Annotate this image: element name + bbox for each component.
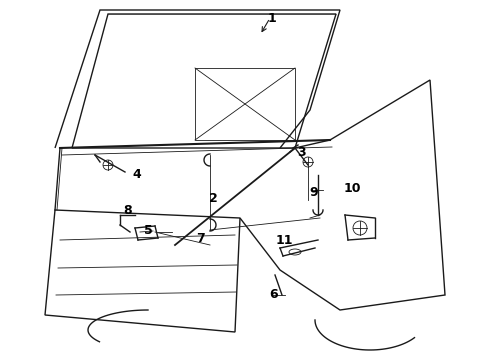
Text: 1: 1 — [268, 12, 276, 24]
Text: 5: 5 — [144, 224, 152, 237]
Text: 10: 10 — [343, 181, 361, 194]
Text: 11: 11 — [275, 234, 293, 247]
Text: 9: 9 — [310, 185, 318, 198]
Text: 4: 4 — [133, 168, 142, 181]
Text: 2: 2 — [209, 192, 218, 204]
Text: 3: 3 — [296, 145, 305, 158]
Text: 6: 6 — [270, 288, 278, 302]
Text: 8: 8 — [123, 203, 132, 216]
Text: 7: 7 — [196, 231, 204, 244]
